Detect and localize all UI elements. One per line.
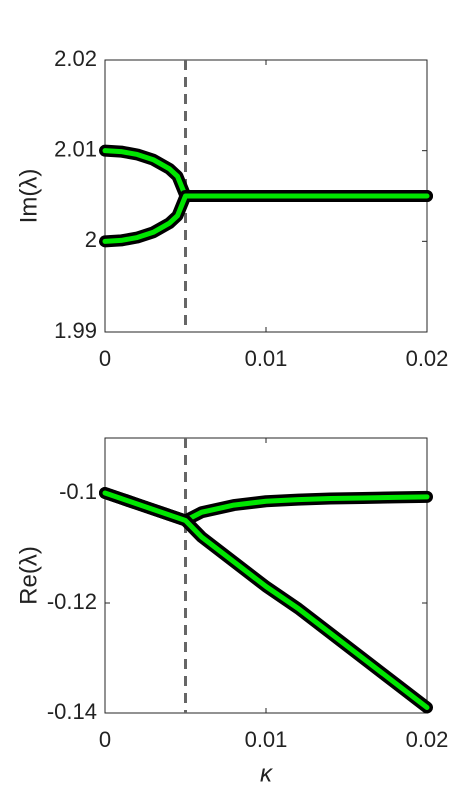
y-tick-label: 2.02 [54,46,97,71]
y-tick-label: -0.1 [59,479,97,504]
y-tick-label: 2.01 [54,136,97,161]
x-axis-label: κ [260,760,274,787]
y-axis-label: Re(λ) [15,546,42,605]
line [102,193,430,244]
y-axis-label: Im(λ) [15,169,42,224]
x-tick-label: 0.02 [406,727,449,752]
line [102,490,430,710]
y-tick-label: 2 [85,227,97,252]
x-tick-label: 0.02 [406,346,449,371]
y-tick-label: 1.99 [54,318,97,343]
x-tick-label: 0 [99,727,111,752]
x-tick-label: 0.01 [245,727,288,752]
y-tick-label: -0.12 [47,589,97,614]
y-tick-label: -0.14 [47,699,97,724]
x-tick-label: 0 [99,346,111,371]
x-tick-label: 0.01 [245,346,288,371]
